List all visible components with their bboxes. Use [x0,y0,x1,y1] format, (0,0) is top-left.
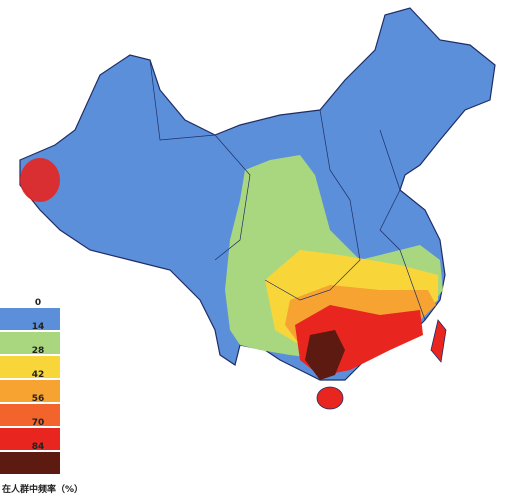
province-borders [149,59,251,261]
legend-swatch [0,428,60,450]
legend-title: 在人群中频率（%） [2,483,83,495]
region-dark [305,330,345,380]
legend-swatch [0,356,60,378]
legend-swatch [0,380,60,402]
legend-label: 28 [32,346,45,356]
hainan [316,386,344,410]
taiwan [430,319,447,363]
china-map [19,7,496,410]
legend-label: 0 [35,298,41,308]
legend-label: 56 [32,394,45,404]
province-borders [379,129,426,321]
legend-label: 70 [32,418,45,428]
region-west-red [20,158,60,202]
legend-swatch [0,308,60,330]
legend-label: 14 [32,322,45,332]
legend-label: 42 [32,370,45,380]
legend-swatch [0,404,60,426]
legend-label: 84 [32,442,45,452]
province-borders [264,109,361,301]
legend-swatch [0,452,60,474]
legend: 0 14 28 42 56 70 84 [0,298,60,474]
legend-swatch [0,332,60,354]
